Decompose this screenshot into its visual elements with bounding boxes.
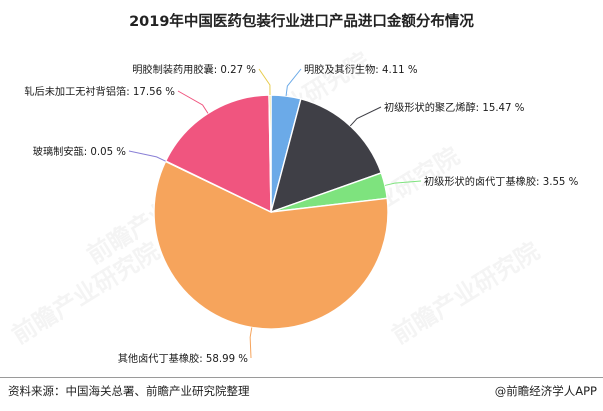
- source-note: 资料来源：中国海关总署、前瞻产业研究院整理: [8, 384, 250, 398]
- pie-chart: 前瞻产业研究院前瞻产业研究院前瞻产业研究院前瞻产业研究院前瞻产业研究院 明胶及其…: [7, 47, 579, 365]
- slice-label: 明胶制装药用胶囊: 0.27 %: [132, 63, 256, 76]
- leader-lines: [128, 68, 422, 359]
- leader-line: [349, 106, 382, 127]
- leader-line: [285, 68, 302, 97]
- chart-title: 2019年中国医药包装行业进口产品进口金额分布情况: [129, 14, 474, 30]
- slice-label: 明胶及其衍生物: 4.11 %: [304, 63, 418, 76]
- leader-line: [177, 90, 209, 114]
- pie-slice: [269, 98, 383, 214]
- pie-slices: [153, 94, 389, 330]
- slice-label: 轧后未加工无衬背铝箔: 17.56 %: [24, 85, 175, 98]
- footer: 资料来源：中国海关总署、前瞻产业研究院整理 @前瞻经济学人APP: [0, 377, 603, 411]
- slice-labels: 明胶及其衍生物: 4.11 % 初级形状的聚乙烯醇: 15.47 % 初级形状的卤代…: [24, 63, 578, 365]
- leader-line: [249, 327, 253, 359]
- leader-line: [128, 150, 166, 162]
- leader-line: [384, 180, 422, 186]
- pie-slice: [164, 94, 272, 214]
- watermark-text: 前瞻产业研究院: [7, 237, 164, 350]
- slice-label: 初级形状的卤代丁基橡胶: 3.55 %: [424, 175, 579, 188]
- brand-credit: @前瞻经济学人APP: [494, 384, 597, 398]
- slice-label: 初级形状的聚乙烯醇: 15.47 %: [384, 101, 525, 114]
- pie-slice: [153, 160, 389, 330]
- watermark-text: 前瞻产业研究院: [387, 237, 544, 350]
- slice-label: 其他卤代丁基橡胶: 58.99 %: [118, 352, 249, 365]
- leader-line: [258, 68, 271, 96]
- slice-label: 玻璃制安瓿: 0.05 %: [33, 145, 127, 158]
